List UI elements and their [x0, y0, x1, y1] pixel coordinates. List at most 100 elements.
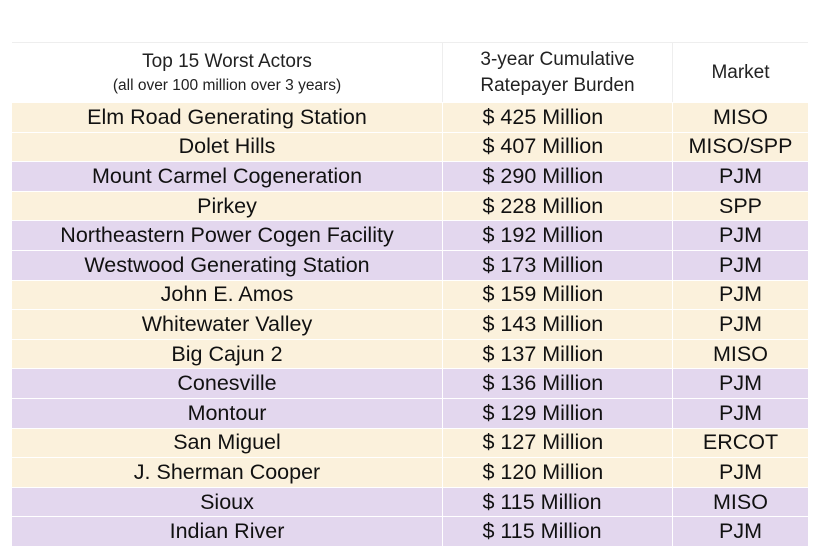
cell-text: $ 143 Million	[482, 311, 604, 336]
cell-text: $ 129 Million	[482, 400, 604, 425]
table-row: Montour $ 129 Million PJM	[12, 397, 808, 428]
table-cell: San Miguel	[12, 429, 442, 458]
table-cell: $ 290 Million	[442, 162, 672, 191]
cell-text: MISO	[713, 341, 768, 366]
table-row: Indian River $ 115 Million PJM	[12, 516, 808, 546]
cell-text: Mount Carmel Cogeneration	[91, 163, 363, 188]
cell-text: PJM	[719, 459, 762, 484]
cell-text: J. Sherman Cooper	[133, 459, 321, 484]
table-cell: PJM	[672, 369, 808, 398]
table-cell: Sioux	[12, 488, 442, 517]
table-cell: $ 120 Million	[442, 458, 672, 487]
cell-text: $ 159 Million	[482, 282, 604, 307]
table-cell: $ 136 Million	[442, 369, 672, 398]
table-row: Elm Road Generating Station $ 425 Million…	[12, 102, 808, 132]
cell-text: ERCOT	[702, 430, 779, 455]
table-cell: Dolet Hills	[12, 133, 442, 162]
table-cell: $ 407 Million	[442, 132, 672, 162]
cell-text: Pirkey	[197, 193, 257, 218]
cell-text: $ 407 Million	[482, 134, 604, 159]
cell-text: Northeastern Power Cogen Facility	[60, 223, 394, 248]
table-cell: SPP	[672, 191, 808, 221]
table-row: Pirkey $ 228 Million SPP	[12, 190, 808, 221]
cell-text: Elm Road Generating Station	[87, 104, 367, 129]
cell-text: Sioux	[200, 489, 254, 514]
table-row: Big Cajun 2 $ 137 Million MISO	[12, 338, 808, 369]
table-row: Dolet Hills $ 407 Million MISO/SPP	[12, 131, 808, 162]
cell-text: PJM	[719, 252, 762, 277]
table-cell: $ 173 Million	[442, 250, 672, 280]
cell-text: SPP	[718, 193, 763, 218]
table-row: Whitewater Valley $ 143 Million PJM	[12, 309, 808, 339]
table-cell: $ 115 Million	[442, 487, 672, 517]
cell-text: PJM	[719, 223, 762, 248]
table-row: J. Sherman Cooper $ 120 Million PJM	[12, 457, 808, 487]
table-cell: $ 137 Million	[442, 339, 672, 369]
table-cell: Northeastern Power Cogen Facility	[12, 221, 442, 250]
table-cell: PJM	[672, 398, 808, 428]
table-cell: $ 425 Million	[442, 103, 672, 132]
cell-text: MISO	[713, 104, 768, 129]
table-cell: $ 143 Million	[442, 310, 672, 339]
table-row: Westwood Generating Station $ 173 Million…	[12, 249, 808, 280]
cell-text: Indian River	[169, 519, 285, 544]
cell-text: PJM	[719, 371, 762, 396]
table-cell: MISO	[672, 487, 808, 517]
cell-text: $ 136 Million	[482, 371, 604, 396]
table-cell: Montour	[12, 399, 442, 428]
table-row: Sioux $ 115 Million MISO	[12, 486, 808, 517]
table-cell: Mount Carmel Cogeneration	[12, 162, 442, 191]
table-row: Conesville $ 136 Million PJM	[12, 368, 808, 398]
cell-text: PJM	[719, 519, 762, 544]
header-text: 3-year Cumulative	[480, 48, 635, 70]
cell-text: $ 120 Million	[482, 459, 604, 484]
header-text: Market	[711, 61, 770, 83]
table-cell: John E. Amos	[12, 281, 442, 310]
header-cell: 3-year Cumulative Ratepayer Burden	[442, 43, 672, 102]
cell-text: PJM	[719, 163, 762, 188]
cell-text: San Miguel	[173, 430, 281, 455]
cell-text: $ 127 Million	[482, 430, 604, 455]
table-cell: $ 159 Million	[442, 280, 672, 310]
table-cell: PJM	[672, 162, 808, 191]
cell-text: PJM	[719, 282, 762, 307]
cell-text: $ 173 Million	[482, 252, 604, 277]
cell-text: Montour	[187, 400, 267, 425]
header-text: Ratepayer Burden	[480, 74, 635, 96]
cell-text: $ 115 Million	[482, 489, 602, 514]
cell-text: $ 425 Million	[482, 104, 604, 129]
cell-text: Dolet Hills	[178, 134, 276, 159]
cell-text: Conesville	[177, 371, 277, 396]
table-cell: Elm Road Generating Station	[12, 103, 442, 132]
table-cell: $ 115 Million	[442, 517, 672, 546]
table-cell: PJM	[672, 458, 808, 487]
table-cell: Whitewater Valley	[12, 310, 442, 339]
table-cell: Indian River	[12, 517, 442, 546]
cell-text: John E. Amos	[160, 282, 294, 307]
header-subtitle: (all over 100 million over 3 years)	[112, 76, 342, 94]
table-cell: $ 228 Million	[442, 191, 672, 221]
cell-text: PJM	[719, 400, 762, 425]
table-cell: PJM	[672, 310, 808, 339]
table: Top 15 Worst Actors (all over 100 millio…	[12, 42, 808, 546]
header-cell: Market	[672, 43, 808, 102]
header-title: Top 15 Worst Actors	[142, 50, 312, 72]
table-cell: $ 129 Million	[442, 398, 672, 428]
table-cell: PJM	[672, 221, 808, 250]
table-cell: Big Cajun 2	[12, 340, 442, 369]
table-row: San Miguel $ 127 Million ERCOT	[12, 427, 808, 458]
table-row: Northeastern Power Cogen Facility $ 192 M…	[12, 220, 808, 250]
table-cell: PJM	[672, 517, 808, 546]
cell-text: $ 192 Million	[482, 223, 604, 248]
table-cell: Conesville	[12, 369, 442, 398]
cell-text: $ 137 Million	[482, 341, 604, 366]
cell-text: $ 290 Million	[482, 163, 604, 188]
table-cell: J. Sherman Cooper	[12, 458, 442, 487]
table-row: Mount Carmel Cogeneration $ 290 Million PJ…	[12, 161, 808, 191]
table-cell: ERCOT	[672, 428, 808, 458]
table-cell: $ 192 Million	[442, 221, 672, 250]
cell-text: MISO	[713, 489, 768, 514]
cell-text: Whitewater Valley	[141, 311, 313, 336]
header-cell: Top 15 Worst Actors (all over 100 millio…	[12, 43, 442, 102]
